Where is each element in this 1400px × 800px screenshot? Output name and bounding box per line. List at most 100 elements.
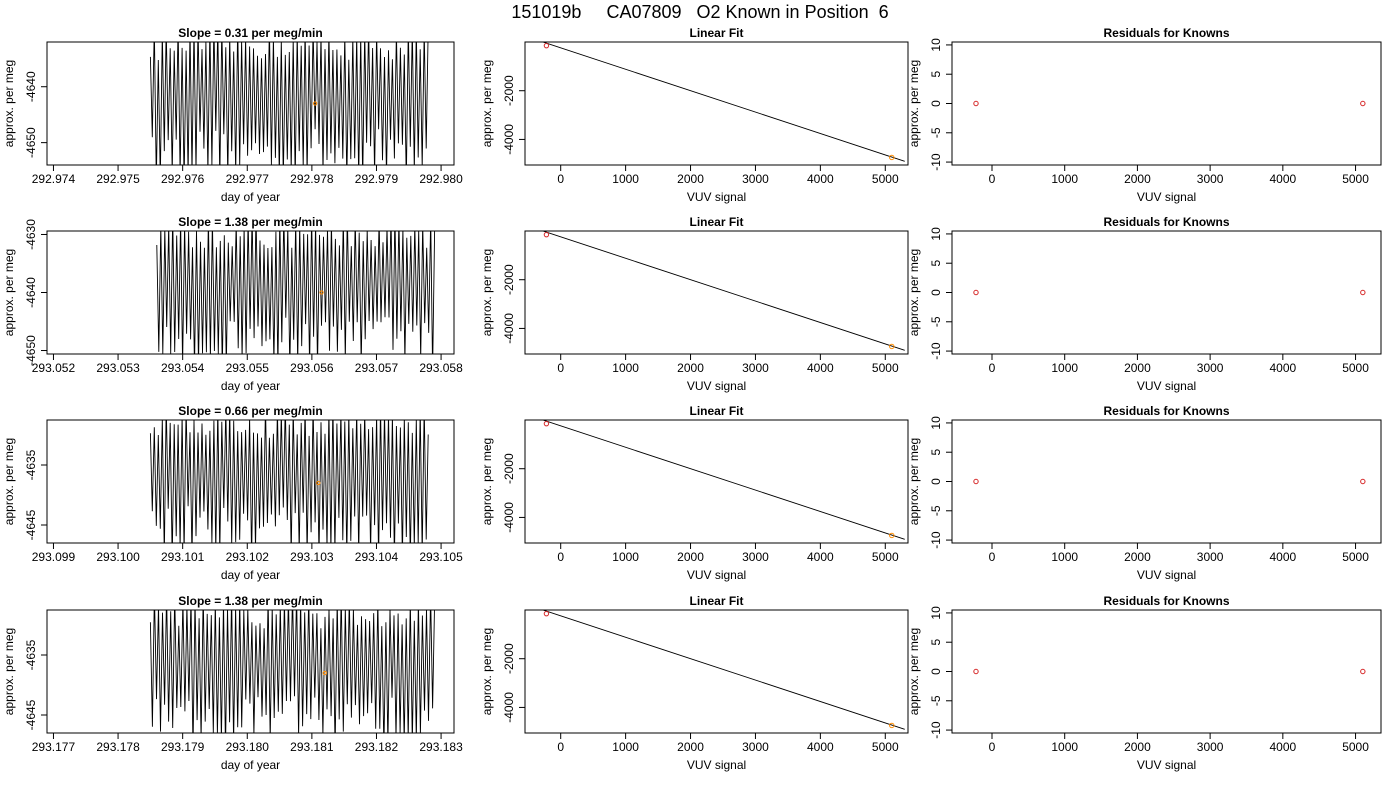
y-tick-label: -4650 <box>24 335 38 366</box>
data-point <box>973 478 979 485</box>
panel-title: Linear Fit <box>689 26 743 40</box>
y-tick-label: 10 <box>929 227 943 241</box>
fit-line <box>541 610 905 730</box>
data-point <box>543 231 550 238</box>
x-axis-label: VUV signal <box>687 190 746 204</box>
x-axis-label: day of year <box>221 758 280 772</box>
data-point <box>1360 100 1366 107</box>
y-tick-label: -4000 <box>502 502 516 533</box>
plot-area <box>149 610 435 733</box>
data-trace <box>156 231 436 354</box>
x-tick-label: 1000 <box>612 361 639 375</box>
plot-frame <box>46 230 455 355</box>
x-axis-label: VUV signal <box>687 758 746 772</box>
x-axis-label: day of year <box>221 379 280 393</box>
y-tick-label: -2000 <box>502 75 516 106</box>
x-tick-label: 2000 <box>1124 740 1151 754</box>
x-tick-label: 1000 <box>1051 361 1078 375</box>
mean-marker <box>313 101 318 106</box>
plot-frame <box>524 230 909 355</box>
x-tick-label: 0 <box>557 361 564 375</box>
y-tick-label: -4645 <box>24 509 38 540</box>
y-tick-label: 5 <box>929 71 943 78</box>
x-tick-label: 3000 <box>1197 361 1224 375</box>
y-tick-label: -5 <box>929 127 943 138</box>
x-tick-label: 293.177 <box>32 740 76 754</box>
plot-area <box>973 668 1366 675</box>
x-tick-label: 0 <box>989 550 996 564</box>
y-tick-label: -10 <box>929 721 943 739</box>
x-tick-label: 2000 <box>1124 361 1151 375</box>
x-tick-label: 3000 <box>1197 740 1224 754</box>
x-tick-label: 293.103 <box>290 550 334 564</box>
plot-frame <box>951 230 1382 355</box>
y-tick-label: 0 <box>929 100 943 107</box>
plot-frame <box>524 419 909 544</box>
panel-title: Slope = 0.66 per meg/min <box>178 404 322 418</box>
x-tick-label: 2000 <box>677 740 704 754</box>
x-tick-label: 293.101 <box>161 550 205 564</box>
data-point <box>889 343 895 350</box>
y-tick-label: -4635 <box>24 449 38 480</box>
x-tick-label: 4000 <box>1269 740 1296 754</box>
x-tick-label: 2000 <box>677 172 704 186</box>
plot-area <box>541 42 905 162</box>
x-tick-label: 4000 <box>807 172 834 186</box>
y-tick-label: -2000 <box>502 453 516 484</box>
x-tick-label: 293.057 <box>355 361 399 375</box>
y-tick-label: -4640 <box>24 71 38 102</box>
x-tick-label: 1000 <box>1051 740 1078 754</box>
x-tick-label: 5000 <box>1342 361 1369 375</box>
x-axis-label: day of year <box>221 568 280 582</box>
fit-line <box>541 42 905 162</box>
x-tick-label: 1000 <box>1051 172 1078 186</box>
data-point <box>543 42 550 49</box>
fit-line <box>541 420 905 540</box>
y-tick-label: -10 <box>929 531 943 549</box>
x-tick-label: 293.053 <box>96 361 140 375</box>
panel-title: Residuals for Knowns <box>1103 215 1229 229</box>
data-trace <box>149 420 429 543</box>
y-tick-label: 5 <box>929 639 943 646</box>
fit-line <box>541 231 905 351</box>
y-axis-label: approx. per meg <box>2 60 16 147</box>
plot-frame <box>46 419 455 544</box>
x-tick-label: 293.179 <box>161 740 205 754</box>
plot-area <box>156 231 436 354</box>
page-title: 151019b CA07809 O2 Known in Position 6 <box>511 2 889 22</box>
plot-frame <box>951 419 1382 544</box>
x-tick-label: 4000 <box>1269 361 1296 375</box>
plot-frame <box>524 609 909 734</box>
x-tick-label: 293.104 <box>355 550 399 564</box>
y-axis-label: approx. per meg <box>2 249 16 336</box>
x-tick-label: 293.058 <box>419 361 463 375</box>
data-point <box>973 668 979 675</box>
y-axis-label: approx. per meg <box>907 60 921 147</box>
y-tick-label: -5 <box>929 316 943 327</box>
data-point <box>889 154 895 161</box>
x-tick-label: 293.181 <box>290 740 334 754</box>
y-tick-label: -4000 <box>502 692 516 723</box>
panel-title: Residuals for Knowns <box>1103 404 1229 418</box>
data-point <box>1360 668 1366 675</box>
y-tick-label: -4630 <box>24 219 38 250</box>
plot-area <box>973 478 1366 485</box>
panel-title: Residuals for Knowns <box>1103 26 1229 40</box>
y-axis-label: approx. per meg <box>480 628 494 715</box>
data-point <box>543 420 550 427</box>
x-tick-label: 292.974 <box>32 172 76 186</box>
x-tick-label: 5000 <box>1342 172 1369 186</box>
x-tick-label: 2000 <box>1124 172 1151 186</box>
x-tick-label: 3000 <box>742 172 769 186</box>
plot-frame <box>951 41 1382 166</box>
panel-title: Linear Fit <box>689 404 743 418</box>
y-tick-label: 10 <box>929 416 943 430</box>
x-tick-label: 293.105 <box>419 550 463 564</box>
mean-marker <box>316 480 321 486</box>
x-tick-label: 5000 <box>1342 740 1369 754</box>
x-tick-label: 293.100 <box>96 550 140 564</box>
x-tick-label: 3000 <box>742 361 769 375</box>
x-tick-label: 1000 <box>612 740 639 754</box>
x-tick-label: 5000 <box>872 550 899 564</box>
